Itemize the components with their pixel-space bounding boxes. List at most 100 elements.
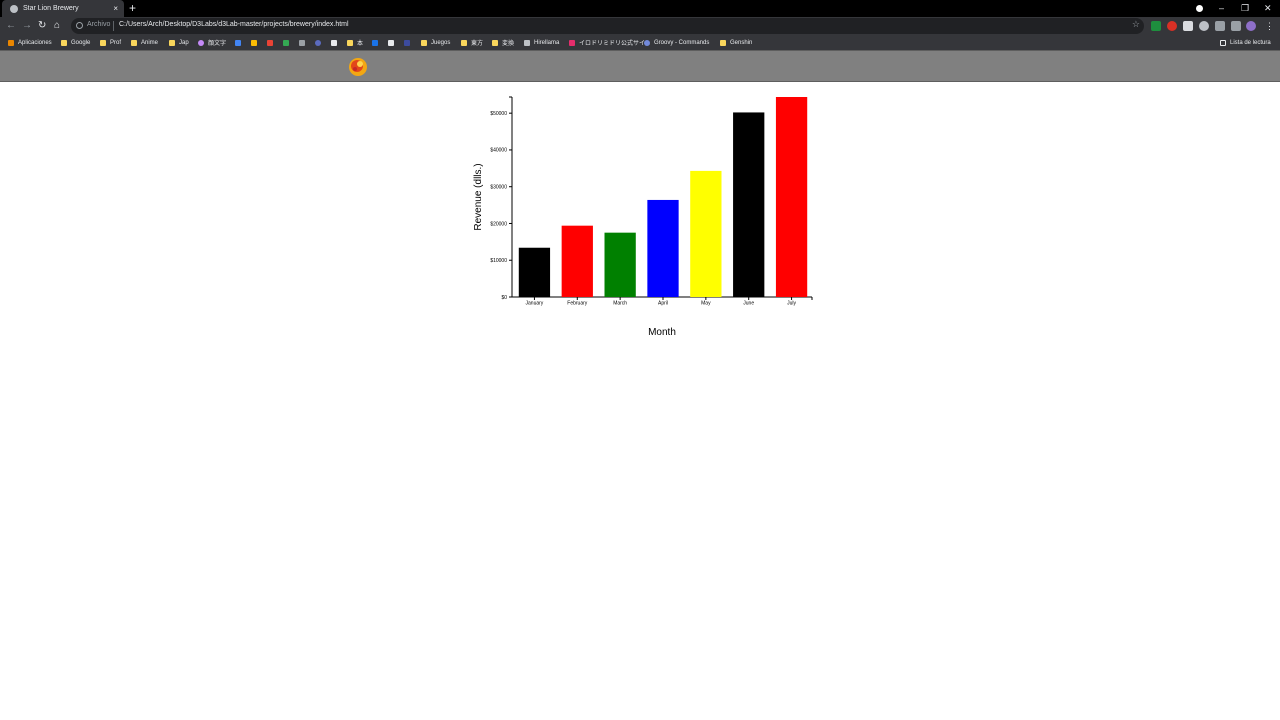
bookmark-site-8[interactable] (372, 37, 382, 48)
bookmark-genshin[interactable]: Genshin (720, 37, 752, 48)
site-icon (235, 39, 241, 46)
bookmark-site-1[interactable] (235, 37, 245, 48)
y-axis-title: Revenue (dlls.) (473, 163, 484, 230)
globe-icon (10, 4, 18, 13)
tab-title: Star Lion Brewery (23, 5, 79, 12)
bookmark-anime[interactable]: Anime (131, 37, 158, 48)
bookmark-label: Genshin (730, 39, 753, 46)
bookmark-hirellama[interactable]: Hirellama (524, 37, 559, 48)
bookmark-henkan[interactable]: 変換 (492, 37, 514, 48)
bookmark-site-10[interactable] (404, 37, 414, 48)
home-icon[interactable]: ⌂ (54, 20, 61, 31)
folder-icon (169, 39, 175, 46)
bookmark-label: Prof (110, 39, 122, 46)
apps-grid-icon (8, 39, 14, 46)
bookmark-groovy[interactable]: Groovy - Commands (644, 37, 709, 48)
y-tick-label: $0 (501, 295, 507, 301)
site-icon (299, 39, 305, 46)
site-icon (283, 39, 289, 46)
bar-april (647, 199, 679, 297)
back-icon[interactable]: ← (6, 20, 16, 31)
close-icon[interactable]: × (113, 4, 118, 13)
bookmark-label: イロドリミドリ公式サイ... (579, 41, 651, 47)
bookmark-irodorimidori[interactable]: イロドリミドリ公式サイ... (569, 37, 650, 48)
tab-star-lion-brewery[interactable]: Star Lion Brewery × (2, 0, 124, 17)
folder-icon (421, 39, 427, 46)
groovy-icon (644, 39, 650, 46)
bookmark-site-4[interactable] (283, 37, 293, 48)
bookmark-book[interactable]: 本 (347, 37, 363, 48)
address-bar[interactable]: Archivo C:/Users/Arch/Desktop/D3Labs/d3L… (71, 18, 1144, 34)
tab-strip: Star Lion Brewery × + – ❐ ✕ (0, 0, 1280, 17)
bookmark-google[interactable]: Google (61, 37, 90, 48)
x-axis-title: Month (648, 327, 676, 338)
bookmark-label: Juegos (431, 39, 451, 46)
folder-icon (492, 39, 498, 46)
folder-icon (461, 39, 467, 46)
x-tick-label: May (701, 301, 711, 307)
llama-icon (524, 39, 530, 46)
bookmark-site-6[interactable] (315, 37, 325, 48)
bookmark-site-2[interactable] (251, 37, 261, 48)
site-icon (372, 39, 378, 46)
plot-area: $0 $10000 $20000 $30000 $40000 $50000 January F… (490, 96, 813, 307)
site-icon (315, 39, 321, 46)
bookmark-site-3[interactable] (267, 37, 277, 48)
bookmark-jap[interactable]: Jap (169, 37, 189, 48)
bookmark-label: 変換 (502, 41, 515, 47)
puzzle-icon[interactable] (1215, 21, 1225, 31)
bookmark-site-7[interactable] (331, 37, 341, 48)
site-icon (251, 39, 257, 46)
info-icon[interactable] (76, 22, 83, 29)
window-close-icon[interactable]: ✕ (1264, 3, 1272, 13)
x-tick-label: June (743, 301, 754, 307)
folder-icon (347, 39, 353, 46)
bookmark-label: 東方 (471, 41, 484, 47)
url-text[interactable]: C:/Users/Arch/Desktop/D3Labs/d3Lab-maste… (119, 21, 349, 28)
y-tick-label: $20000 (490, 221, 507, 227)
adblock-icon[interactable] (1167, 21, 1177, 31)
bookmark-apps[interactable]: Aplicaciones (8, 37, 52, 48)
y-tick-label: $30000 (490, 185, 507, 191)
bar-february (561, 225, 593, 297)
bookmark-label: 顔文字 (208, 41, 227, 47)
bookmark-site-5[interactable] (299, 37, 309, 48)
restore-icon[interactable]: ❐ (1241, 3, 1250, 13)
y-tick-label: $10000 (490, 258, 507, 264)
reading-list-button[interactable]: Lista de lectura (1220, 37, 1271, 48)
bar-may (690, 170, 722, 297)
x-tick-label: April (658, 301, 668, 307)
minimize-icon[interactable]: – (1219, 3, 1225, 13)
forward-icon[interactable]: → (22, 20, 32, 31)
reading-list-label: Lista de lectura (1230, 39, 1271, 46)
reload-icon[interactable]: ↻ (38, 20, 47, 31)
extension-icon[interactable] (1183, 21, 1193, 31)
x-tick-label: February (567, 301, 588, 307)
site-icon (569, 39, 575, 46)
folder-icon (131, 39, 137, 46)
site-icon (331, 39, 337, 46)
bookmark-label: Hirellama (534, 39, 560, 46)
bookmark-site-9[interactable] (388, 37, 398, 48)
bookmark-label: Anime (141, 39, 159, 46)
bar-january (518, 247, 551, 297)
bookmark-prof[interactable]: Prof (100, 37, 121, 48)
bar-july (775, 97, 808, 297)
bookmark-star-icon[interactable]: ☆ (1131, 19, 1140, 29)
scheme-label: Archivo (87, 21, 111, 28)
folder-icon (61, 39, 67, 46)
kebab-menu-icon[interactable]: ⋮ (1265, 21, 1274, 31)
folder-icon (100, 39, 106, 46)
x-tick-label: January (526, 301, 544, 307)
reading-queue-icon[interactable] (1231, 21, 1241, 31)
bookmark-kaomoji[interactable]: 顔文字 (198, 37, 226, 48)
extension-s-icon[interactable] (1151, 21, 1161, 31)
avatar[interactable] (1246, 21, 1256, 31)
lock-extension-icon[interactable] (1199, 21, 1209, 31)
bookmark-touhou[interactable]: 東方 (461, 37, 483, 48)
record-icon[interactable] (1196, 5, 1203, 12)
new-tab-icon[interactable]: + (129, 1, 137, 15)
reading-list-icon (1220, 39, 1226, 46)
bookmarks-bar: Aplicaciones Google Prof Anime Jap 顔文字 本… (0, 35, 1280, 50)
bookmark-juegos[interactable]: Juegos (421, 37, 450, 48)
